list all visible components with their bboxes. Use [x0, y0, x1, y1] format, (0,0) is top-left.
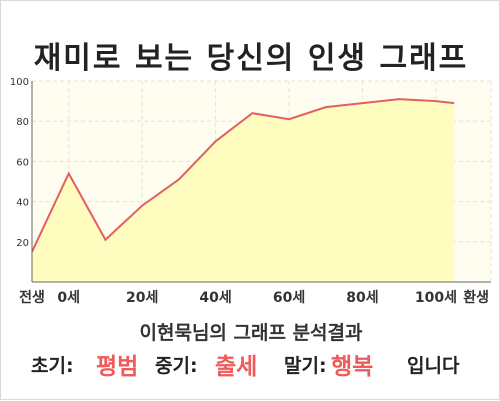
y-tick-label: 80 [16, 117, 29, 128]
x-tick-label: 100세 [415, 290, 457, 306]
y-tick-labels: 20 40 60 80 100 [10, 77, 29, 249]
result-ending: 입니다 [407, 355, 460, 377]
middle-period-label: 중기: [155, 355, 198, 377]
y-tick-label: 60 [16, 157, 29, 168]
x-tick-label: 40세 [199, 290, 231, 306]
x-tick-labels: 전생 0세 20세 40세 60세 80세 100세 환생 [19, 289, 489, 306]
early-period-label: 초기: [31, 355, 74, 377]
page-title: 재미로 보는 당신의 인생 그래프 [33, 41, 469, 76]
y-tick-label: 100 [10, 77, 29, 88]
result-subtitle: 이현묵님의 그래프 분석결과 [139, 322, 363, 344]
x-tick-label: 전생 [19, 289, 45, 306]
late-period-label: 말기: [284, 355, 327, 377]
y-tick-label: 40 [16, 198, 29, 209]
series-line [31, 98, 455, 253]
early-period-result: 평범 [96, 354, 139, 380]
chart-series [31, 98, 455, 282]
late-period-result: 행복 [331, 354, 374, 380]
x-tick-label: 0세 [57, 290, 80, 306]
x-tick-label: 환생 [463, 289, 489, 306]
x-tick-label: 20세 [126, 290, 158, 306]
x-tick-label: 80세 [346, 290, 378, 306]
x-tick-label: 60세 [273, 290, 305, 306]
y-tick-label: 20 [16, 238, 29, 249]
series-area-fill [32, 99, 455, 282]
middle-period-result: 출세 [215, 354, 258, 380]
